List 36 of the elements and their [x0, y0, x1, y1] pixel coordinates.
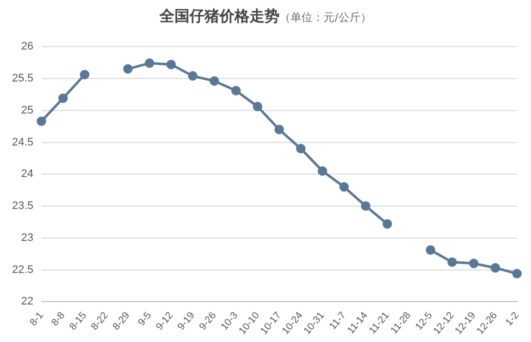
point [166, 60, 176, 70]
y-tick-label: 24.5 [12, 136, 34, 148]
point [447, 257, 457, 267]
y-tick-label: 26 [21, 40, 34, 53]
y-tick-label: 24 [21, 168, 34, 180]
point [123, 64, 133, 74]
chart-title: 全国仔猪价格走势 [160, 7, 280, 25]
point [426, 245, 436, 255]
point [210, 76, 220, 86]
point [36, 116, 46, 126]
x-tick-label: 9-5 [136, 310, 154, 328]
point [469, 258, 479, 268]
point [80, 70, 90, 80]
point [382, 219, 392, 229]
point [252, 102, 262, 112]
x-tick-label: 8-8 [50, 310, 68, 328]
y-tick-label: 23.5 [12, 200, 34, 212]
y-tick-label: 25.5 [12, 72, 34, 85]
x-tick-label: 1-2 [504, 310, 522, 328]
point [339, 182, 349, 192]
y-tick-label: 25 [21, 104, 34, 116]
chart-subtitle: （单位：元/公斤） [280, 11, 372, 24]
point [490, 263, 500, 273]
y-tick-label: 22.5 [12, 264, 34, 276]
point [360, 201, 370, 211]
y-tick-label: 22 [21, 296, 34, 308]
point [144, 58, 154, 68]
point [296, 144, 306, 154]
point [512, 268, 522, 278]
point [274, 124, 284, 134]
point [188, 71, 198, 81]
point [231, 86, 241, 96]
y-tick-label: 23 [21, 232, 34, 244]
point [318, 166, 328, 176]
point [58, 94, 68, 104]
x-tick-label: 8-1 [28, 310, 46, 328]
